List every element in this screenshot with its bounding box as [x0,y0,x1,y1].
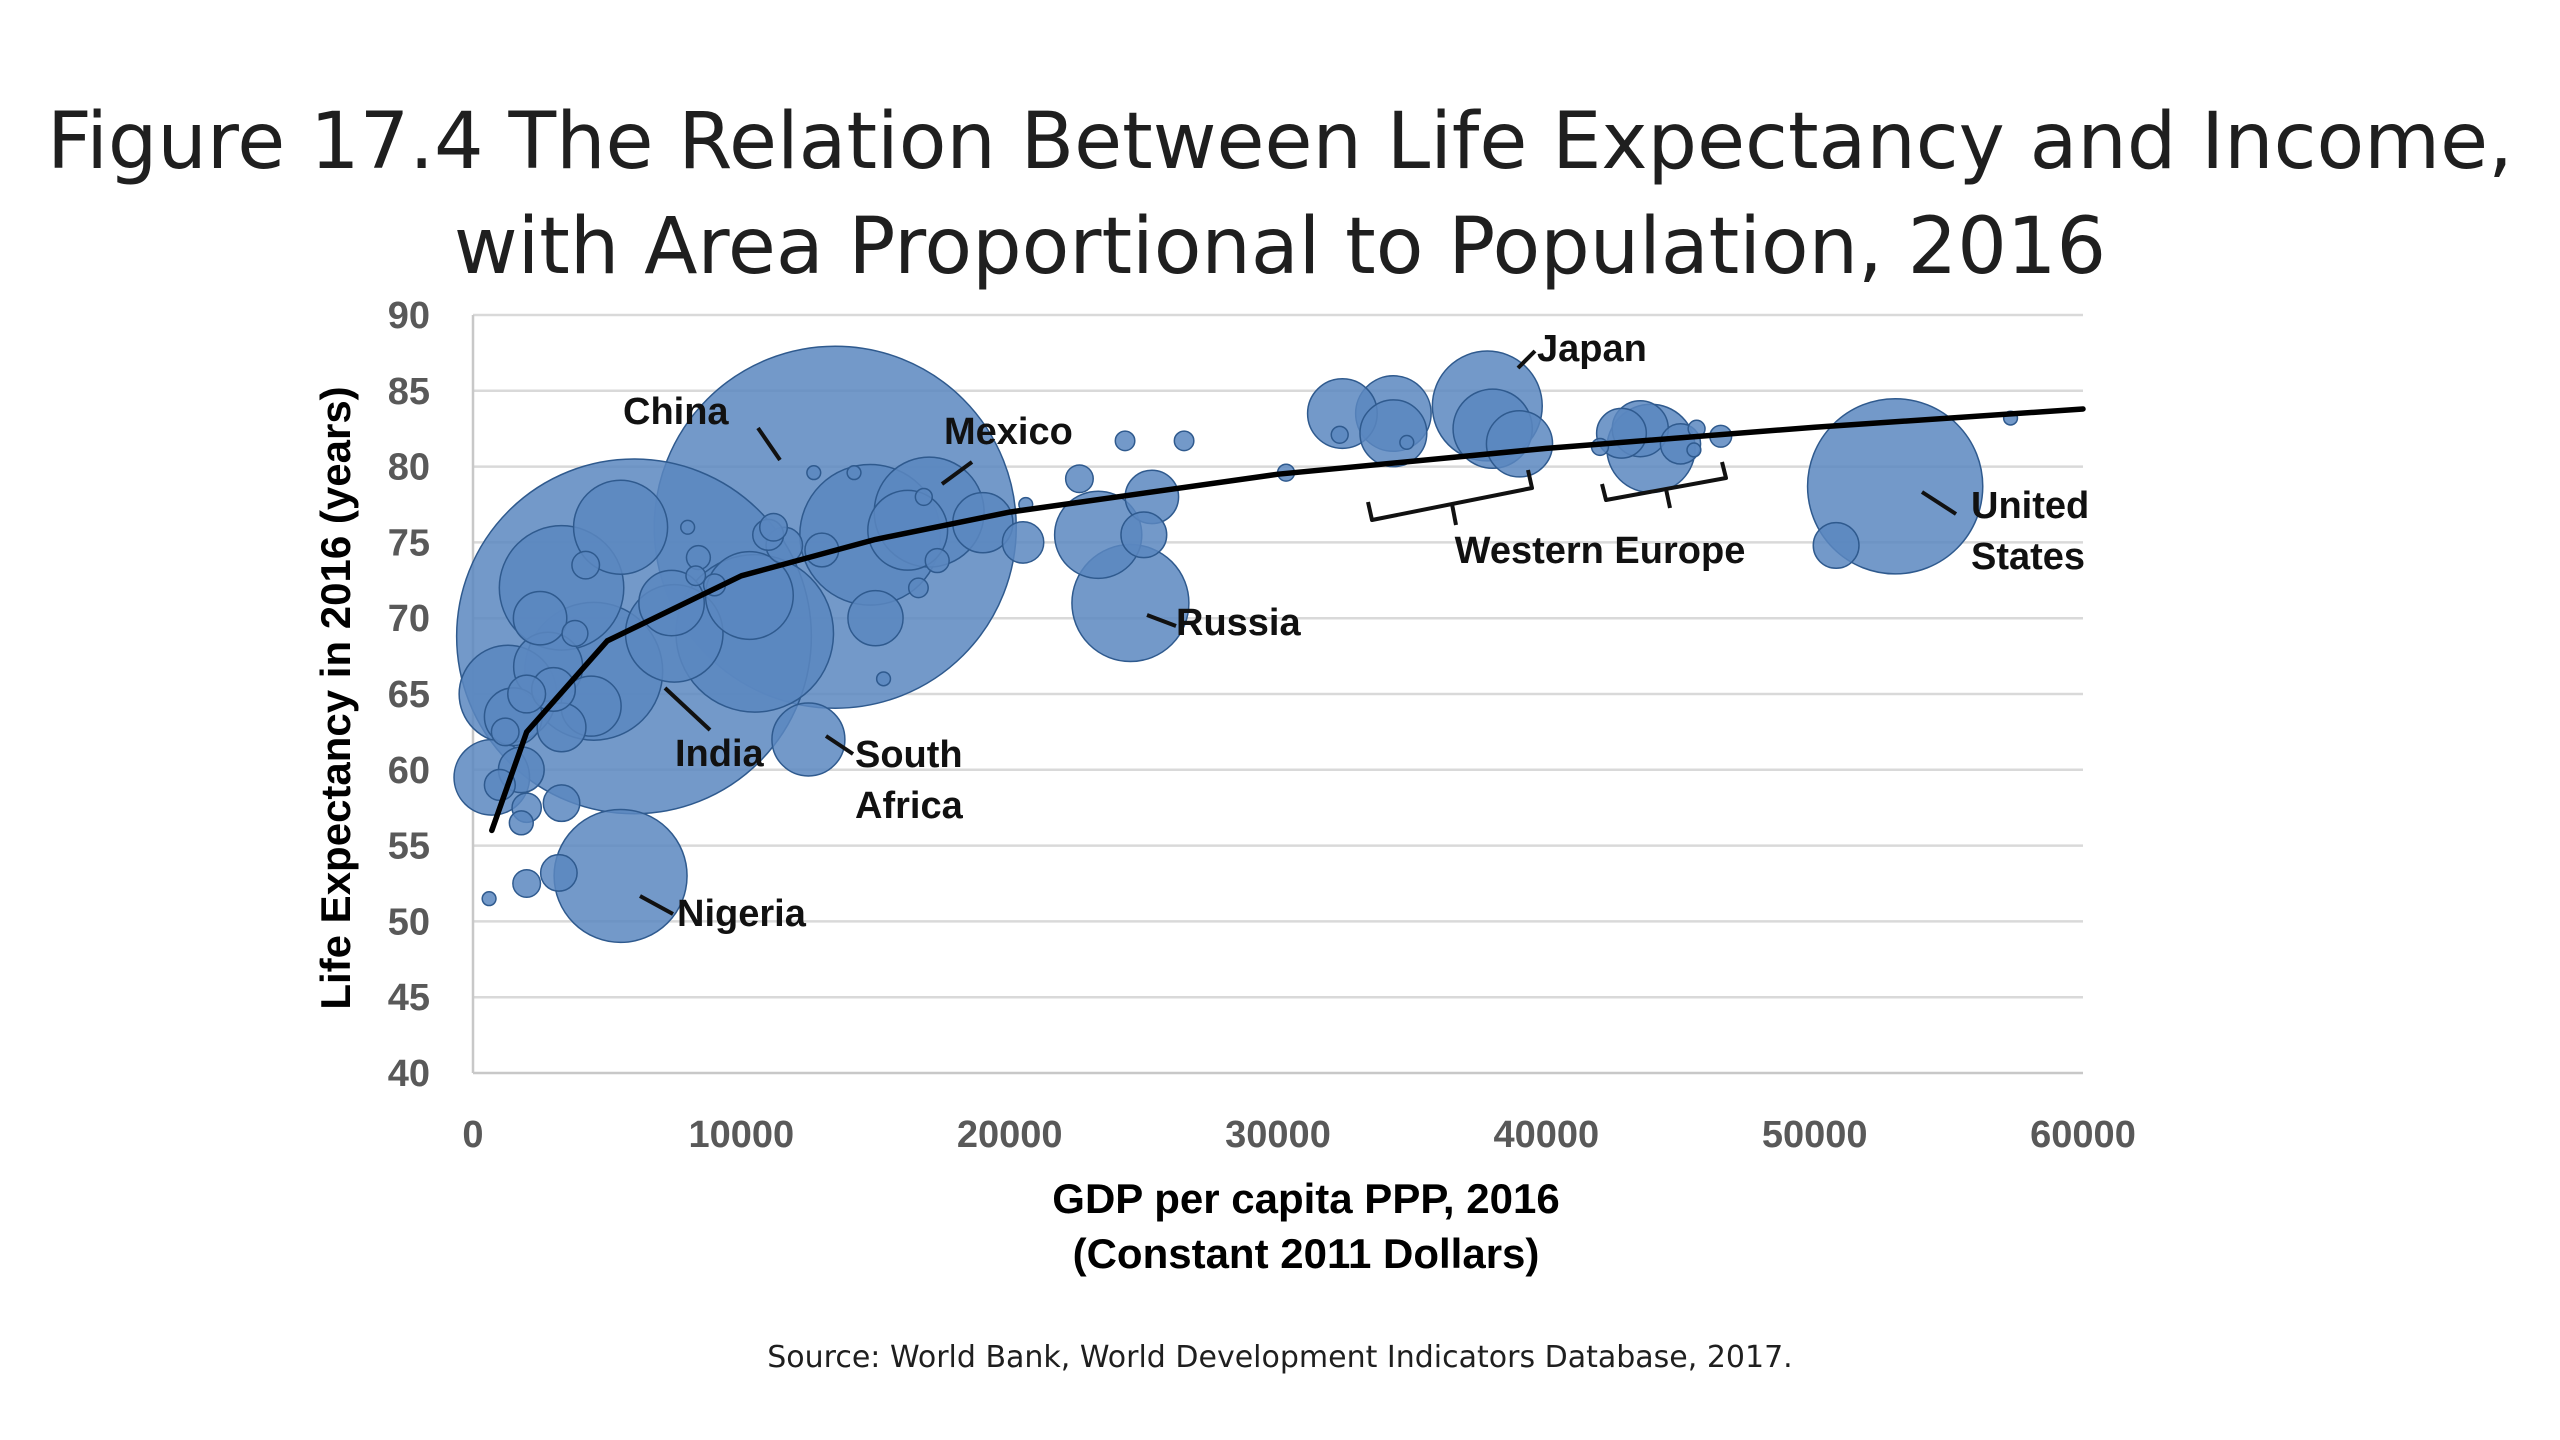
bubble-point [542,784,581,823]
x-tick-label: 30000 [1225,1114,1331,1156]
annotation-south-africa: South [855,734,963,776]
bubble-point [512,868,542,899]
bubble-point [481,891,497,907]
leader-line-nigeria [639,894,674,916]
bubble-point [846,465,862,481]
bubble-point [847,589,904,647]
western-europe-bracket-right-tick [1664,488,1672,509]
annotation-russia: Russia [1176,602,1301,644]
annotation-japan: Japan [1537,328,1647,370]
x-tick-label: 40000 [1493,1114,1599,1156]
leader-line-united-states [1920,490,1958,516]
x-tick-label: 20000 [957,1114,1063,1156]
bubble-point [758,512,789,542]
bubble-point [1330,425,1349,444]
annotation-united-states: United [1971,485,2089,527]
bubble-point [1064,464,1094,494]
x-axis-title-line1: GDP per capita PPP, 2016 [1052,1175,1559,1222]
bubble-point [512,590,568,646]
bubble-point [1485,410,1554,478]
annotation-china: China [623,391,729,433]
y-tick-label: 90 [388,295,430,337]
annotation-mexico: Mexico [944,411,1073,453]
annotation-nigeria: Nigeria [677,893,807,935]
bubble-point [806,465,822,481]
bubble-point [924,547,950,574]
x-axis-title-line2: (Constant 2011 Dollars) [1073,1230,1540,1277]
x-tick-label: 60000 [2030,1114,2136,1156]
bubble-point [539,853,578,892]
bubble-point [1120,511,1168,559]
y-tick-label: 45 [388,977,430,1019]
bubble-series [453,345,2019,944]
bubble-point [571,550,601,580]
bubble-point [572,479,669,575]
annotation-india: India [675,733,765,775]
bubble-point [875,671,892,687]
y-tick-label: 70 [388,598,430,640]
bubble-chart: China India Mexico Japan Russia South Africa Ni… [312,295,2136,1277]
slide-title-line1: Figure 17.4 The Relation Between Life Ex… [47,97,2513,188]
bubble-point [1399,434,1415,450]
source-note: Source: World Bank, World Development In… [767,1340,1793,1375]
leader-line-india [663,686,712,732]
bubble-point [685,565,707,587]
bubble-point [907,577,929,599]
western-europe-bracket-left [1366,469,1534,522]
axis-titles: GDP per capita PPP, 2016 (Constant 2011 … [312,386,1560,1277]
y-tick-label: 80 [388,447,430,489]
x-tick-label: 10000 [688,1114,794,1156]
bubble-point [508,810,534,836]
y-tick-label: 60 [388,750,430,792]
annotations: China India Mexico Japan Russia South Africa Ni… [623,328,2089,935]
y-tick-label: 85 [388,371,430,413]
bubble-point [490,717,520,747]
bubble-south-africa [771,702,846,777]
slide-title-line2: with Area Proportional to Population, 20… [453,202,2107,293]
tick-labels: 40 45 50 55 60 65 70 75 80 85 90 0 10000 20000 30000 40… [388,295,2136,1156]
slide-title: Figure 17.4 The Relation Between Life Ex… [40,90,2520,300]
bubble-point [914,487,933,507]
bubble-point [1686,442,1702,458]
bubble-point [1812,521,1860,570]
trendline [489,406,2086,834]
leader-line-japan [1516,349,1537,370]
trendline-group [489,406,2086,834]
leader-line-china [756,426,782,462]
bubble-point [1001,520,1045,564]
annotation-united-states-line2: States [1971,536,2085,578]
western-europe-bracket-left-tick [1450,503,1458,526]
y-tick-label: 65 [388,674,430,716]
y-tick-label: 55 [388,826,430,868]
y-axis-title: Life Expectancy in 2016 (years) [312,386,359,1009]
bubble-point [1114,430,1136,452]
x-tick-label: 50000 [1762,1114,1868,1156]
leader-line-russia [1146,613,1177,628]
y-tick-label: 50 [388,901,430,943]
x-tick-label: 0 [462,1114,483,1156]
bubble-point [680,519,696,535]
annotation-western-europe: Western Europe [1455,530,1746,572]
bubble-point [507,674,547,714]
bubble-point [561,619,589,648]
bubble-point [1359,399,1428,468]
leader-line-mexico [940,460,974,486]
leader-line-south-africa [824,734,855,756]
y-tick-label: 75 [388,522,430,564]
y-tick-label: 40 [388,1053,430,1095]
annotation-south-africa-line2: Africa [855,785,964,827]
bubble-point [1173,430,1195,452]
